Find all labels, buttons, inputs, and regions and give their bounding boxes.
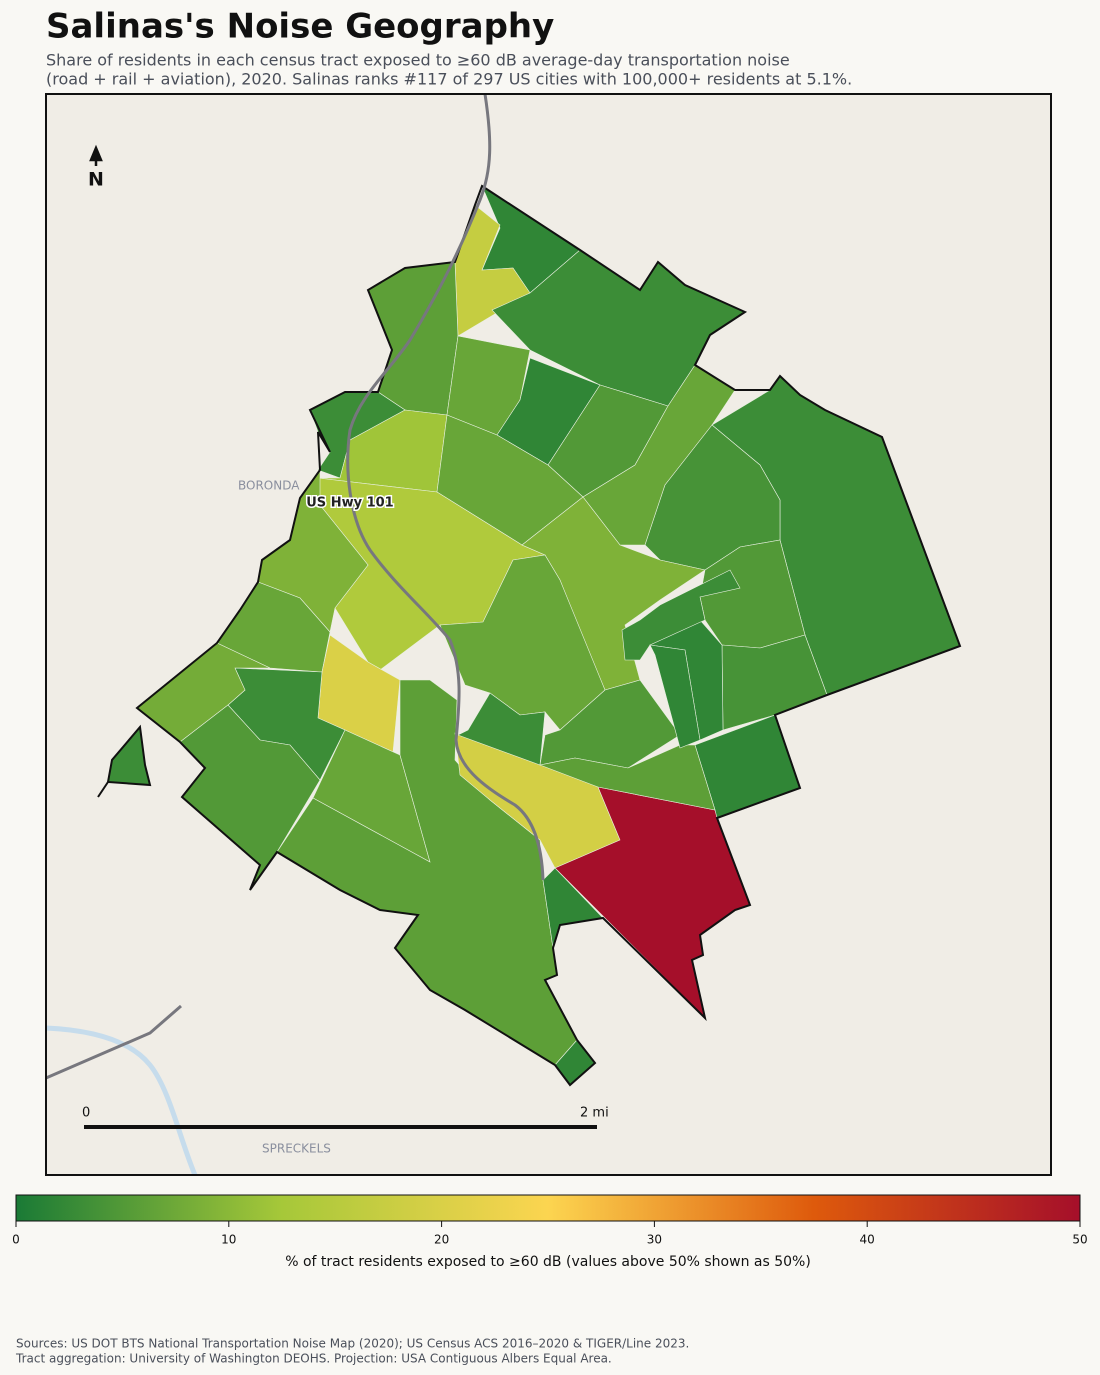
source-note: Sources: US DOT BTS National Transportat… bbox=[16, 1337, 689, 1351]
chart-title: Salinas's Noise Geography bbox=[46, 7, 554, 47]
tract bbox=[582, 364, 736, 546]
colorbar-label: % of tract residents exposed to ≥60 dB (… bbox=[285, 1254, 811, 1270]
city-boundary bbox=[97, 184, 962, 1087]
subtitle: (road + rail + aviation), 2020. Salinas … bbox=[46, 70, 852, 89]
highway bbox=[346, 93, 545, 881]
colorbar-tick-label: 0 bbox=[12, 1233, 20, 1247]
source-note: Tract aggregation: University of Washing… bbox=[15, 1352, 612, 1366]
colorbar-tick-label: 10 bbox=[221, 1233, 236, 1247]
tract bbox=[649, 644, 701, 749]
colorbar-tick-label: 20 bbox=[434, 1233, 449, 1247]
river bbox=[45, 1025, 198, 1176]
subtitle: Share of residents in each census tract … bbox=[46, 51, 790, 70]
colorbar-tick-label: 30 bbox=[647, 1233, 662, 1247]
north-label: N bbox=[88, 169, 104, 191]
road bbox=[45, 1004, 182, 1080]
place-label: SPRECKELS bbox=[262, 1142, 331, 1156]
place-label: BORONDA bbox=[238, 479, 300, 493]
tracts bbox=[107, 185, 961, 1086]
colorbar bbox=[15, 1194, 1081, 1222]
road-label: US Hwy 101 bbox=[306, 496, 393, 511]
tract bbox=[457, 692, 546, 766]
scale-label: 2 mi bbox=[580, 1106, 609, 1121]
north-arrow bbox=[89, 144, 103, 166]
map-frame bbox=[45, 93, 1052, 1176]
tract bbox=[621, 569, 741, 661]
colorbar-tick-label: 40 bbox=[860, 1233, 875, 1247]
colorbar-tick-label: 50 bbox=[1072, 1233, 1087, 1247]
scale-label: 0 bbox=[82, 1106, 90, 1121]
